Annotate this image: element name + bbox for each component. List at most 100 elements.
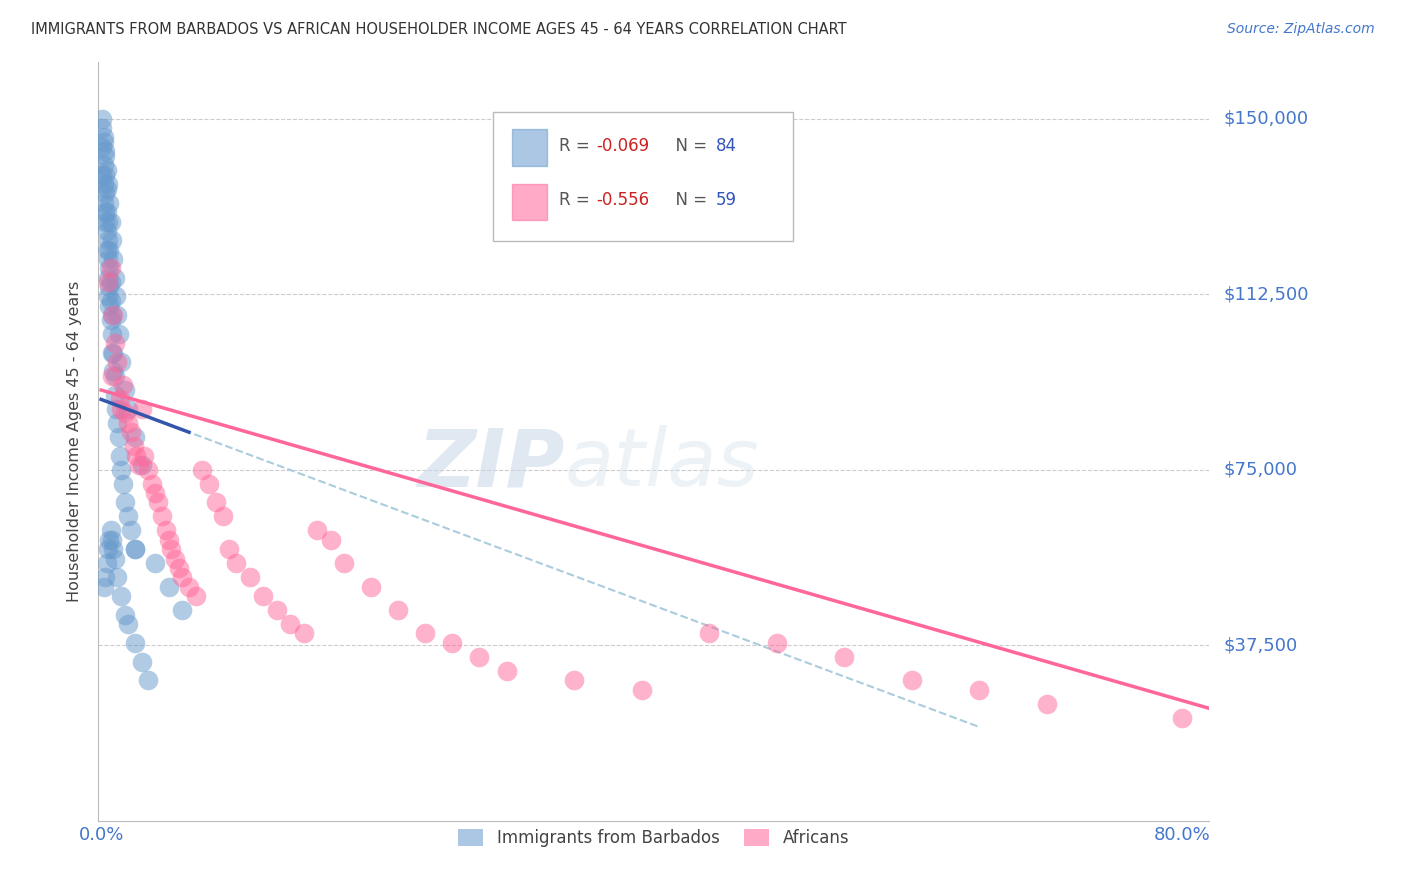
Point xyxy=(114,383,136,397)
Point xyxy=(1036,697,1059,711)
Point xyxy=(96,556,118,570)
Text: -0.556: -0.556 xyxy=(596,192,650,210)
Point xyxy=(969,682,991,697)
Point xyxy=(172,603,194,617)
Point xyxy=(155,524,177,538)
Point xyxy=(105,416,128,430)
Point xyxy=(128,458,150,472)
Point xyxy=(1171,711,1194,725)
Point xyxy=(97,252,120,266)
Text: -0.069: -0.069 xyxy=(596,136,650,155)
Point xyxy=(101,233,124,247)
Point xyxy=(94,570,117,584)
Point xyxy=(360,580,382,594)
Point xyxy=(292,626,315,640)
Point xyxy=(103,308,125,322)
Point xyxy=(103,542,125,557)
Point xyxy=(93,135,115,149)
Point xyxy=(111,378,134,392)
Point xyxy=(630,682,652,697)
Point xyxy=(218,542,240,557)
Point xyxy=(252,589,274,603)
Point xyxy=(122,439,145,453)
Point xyxy=(97,542,120,557)
Point xyxy=(697,626,720,640)
Point xyxy=(319,533,342,547)
Point xyxy=(120,425,142,440)
Text: $150,000: $150,000 xyxy=(1223,110,1308,128)
Point xyxy=(157,533,180,547)
Point xyxy=(104,289,127,303)
Point xyxy=(138,673,160,688)
Point xyxy=(101,308,124,322)
Point xyxy=(169,561,191,575)
Point xyxy=(104,336,127,351)
Point xyxy=(103,345,125,359)
Point xyxy=(98,280,121,294)
Point xyxy=(160,542,183,557)
Point xyxy=(387,603,409,617)
Point xyxy=(98,243,121,257)
Point xyxy=(97,214,120,228)
Legend: Immigrants from Barbados, Africans: Immigrants from Barbados, Africans xyxy=(451,822,856,854)
Point xyxy=(104,270,127,285)
Point xyxy=(110,355,132,369)
Point xyxy=(100,294,122,309)
Point xyxy=(98,299,121,313)
Point xyxy=(114,407,136,421)
Text: Source: ZipAtlas.com: Source: ZipAtlas.com xyxy=(1227,22,1375,37)
Point xyxy=(100,214,122,228)
Bar xyxy=(512,129,547,166)
FancyBboxPatch shape xyxy=(492,112,793,241)
Point xyxy=(94,186,117,201)
Text: R =: R = xyxy=(560,192,595,210)
Point xyxy=(93,195,115,210)
Point xyxy=(114,607,136,622)
Point xyxy=(104,401,127,416)
Point xyxy=(100,524,122,538)
Point xyxy=(104,369,127,384)
Point xyxy=(143,556,166,570)
Point xyxy=(91,112,114,126)
Point xyxy=(110,401,132,416)
Point xyxy=(94,149,117,163)
Point xyxy=(110,589,132,603)
Point xyxy=(96,163,118,178)
Point xyxy=(97,276,120,290)
Point xyxy=(96,205,118,219)
Bar xyxy=(512,184,547,220)
Point xyxy=(146,495,169,509)
Point xyxy=(105,355,128,369)
Point xyxy=(117,617,139,632)
Point xyxy=(101,326,124,341)
Point xyxy=(205,495,228,509)
Point xyxy=(100,276,122,290)
Point xyxy=(131,401,153,416)
Text: ZIP: ZIP xyxy=(418,425,565,503)
Point xyxy=(765,636,787,650)
Point xyxy=(101,533,124,547)
Point xyxy=(441,636,464,650)
Point xyxy=(117,509,139,524)
Point xyxy=(124,636,146,650)
Point xyxy=(97,233,120,247)
Text: $37,500: $37,500 xyxy=(1223,636,1298,654)
Point xyxy=(143,486,166,500)
Point xyxy=(91,120,114,135)
Point xyxy=(100,313,122,327)
Point xyxy=(177,580,200,594)
Point xyxy=(93,158,115,172)
Y-axis label: Householder Income Ages 45 - 64 years: Householder Income Ages 45 - 64 years xyxy=(67,281,83,602)
Point xyxy=(278,617,301,632)
Text: 59: 59 xyxy=(716,192,737,210)
Point xyxy=(117,416,139,430)
Point xyxy=(108,392,131,407)
Point xyxy=(94,214,117,228)
Point xyxy=(93,580,115,594)
Point xyxy=(98,261,121,276)
Text: R =: R = xyxy=(560,136,595,155)
Point xyxy=(124,542,146,557)
Point xyxy=(98,533,121,547)
Point xyxy=(239,570,262,584)
Point xyxy=(105,570,128,584)
